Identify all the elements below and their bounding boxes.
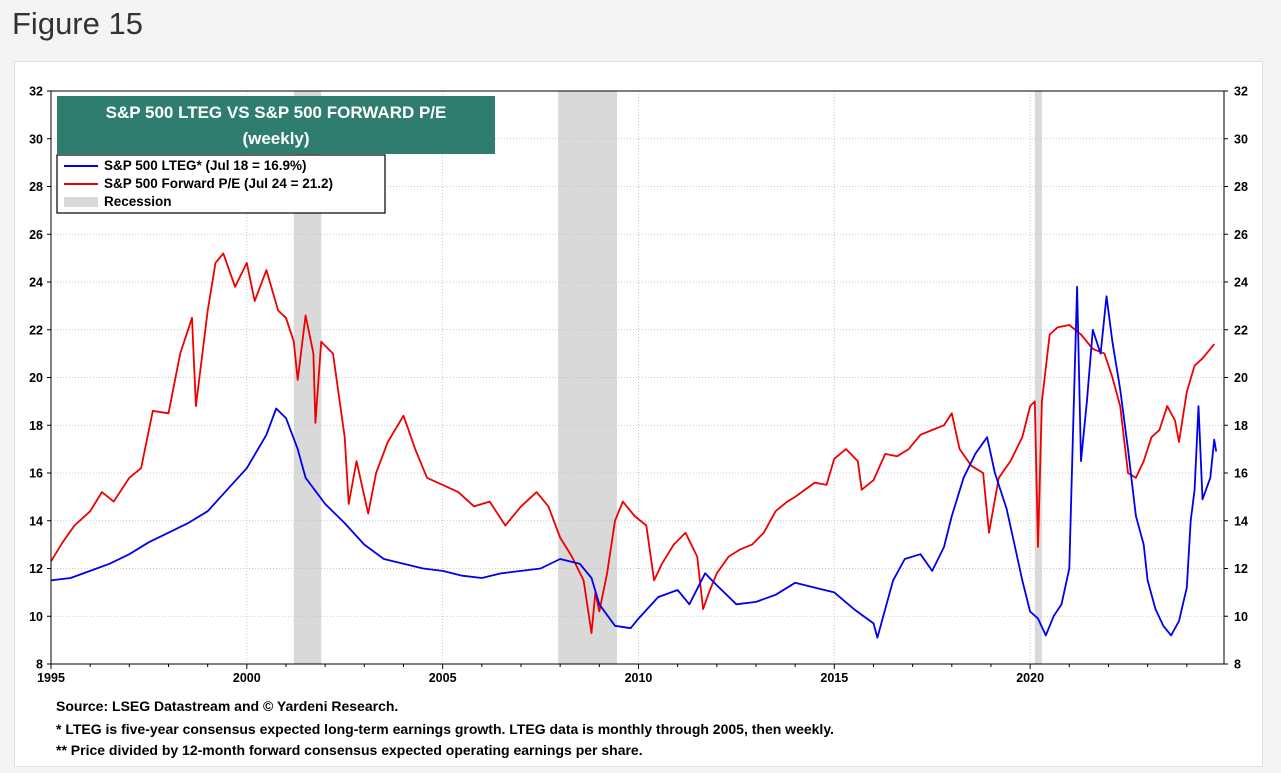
series-line-pe bbox=[50, 252, 1215, 634]
ytick-label-right: 10 bbox=[1234, 610, 1248, 624]
ytick-label-left: 10 bbox=[29, 610, 43, 624]
figure-label: Figure 15 bbox=[12, 6, 143, 41]
legend-label-lteg: S&P 500 LTEG* (Jul 18 = 16.9%) bbox=[104, 158, 306, 173]
xtick-label-2000: 2000 bbox=[233, 671, 261, 685]
xtick-label-2020: 2020 bbox=[1016, 671, 1044, 685]
xtick-label-2015: 2015 bbox=[820, 671, 848, 685]
ytick-label-left: 20 bbox=[29, 371, 43, 385]
ytick-label-right: 8 bbox=[1234, 658, 1241, 672]
ytick-label-right: 28 bbox=[1234, 180, 1248, 194]
ytick-label-right: 14 bbox=[1234, 514, 1248, 528]
footnote-source: Source: LSEG Datastream and © Yardeni Re… bbox=[56, 698, 399, 714]
footnote-lteg: * LTEG is five-year consensus expected l… bbox=[56, 721, 834, 737]
ytick-label-right: 16 bbox=[1234, 467, 1248, 481]
chart-subtitle: (weekly) bbox=[242, 129, 309, 148]
xtick-label-2005: 2005 bbox=[429, 671, 457, 685]
ytick-label-left: 26 bbox=[29, 228, 43, 242]
legend-label-pe: S&P 500 Forward P/E (Jul 24 = 21.2) bbox=[104, 176, 333, 191]
recession-bands bbox=[293, 91, 1042, 664]
legend-box bbox=[56, 154, 386, 214]
ytick-label-left: 16 bbox=[29, 467, 43, 481]
ytick-label-right: 26 bbox=[1234, 228, 1248, 242]
ytick-label-left: 32 bbox=[29, 85, 43, 99]
ytick-label-left: 8 bbox=[36, 658, 43, 672]
legend: S&P 500 LTEG* (Jul 18 = 16.9%) S&P 500 F… bbox=[56, 154, 386, 214]
ytick-label-left: 18 bbox=[29, 419, 43, 433]
chart-title-background bbox=[57, 96, 495, 154]
ytick-label-right: 30 bbox=[1234, 132, 1248, 146]
chart-title: S&P 500 LTEG VS S&P 500 FORWARD P/E bbox=[106, 103, 447, 122]
ytick-label-left: 22 bbox=[29, 323, 43, 337]
ytick-label-left: 12 bbox=[29, 562, 43, 576]
ytick-label-right: 22 bbox=[1234, 323, 1248, 337]
ytick-label-left: 14 bbox=[29, 514, 43, 528]
ytick-label-right: 24 bbox=[1234, 276, 1248, 290]
xtick-label-2010: 2010 bbox=[625, 671, 653, 685]
chart-title-box: S&P 500 LTEG VS S&P 500 FORWARD P/E (wee… bbox=[57, 96, 495, 154]
ytick-label-left: 28 bbox=[29, 180, 43, 194]
ytick-label-left: 30 bbox=[29, 132, 43, 146]
ytick-label-right: 20 bbox=[1234, 371, 1248, 385]
legend-swatch-recession bbox=[64, 197, 98, 207]
ytick-label-right: 18 bbox=[1234, 419, 1248, 433]
footnote-pe: ** Price divided by 12-month forward con… bbox=[56, 742, 643, 758]
ytick-label-right: 12 bbox=[1234, 562, 1248, 576]
xtick-label-1995: 1995 bbox=[37, 671, 65, 685]
legend-label-recession: Recession bbox=[104, 194, 172, 209]
ytick-label-left: 24 bbox=[29, 276, 43, 290]
series-line-lteg bbox=[50, 285, 1218, 639]
series-lines bbox=[50, 252, 1218, 639]
ytick-label-right: 32 bbox=[1234, 85, 1248, 99]
